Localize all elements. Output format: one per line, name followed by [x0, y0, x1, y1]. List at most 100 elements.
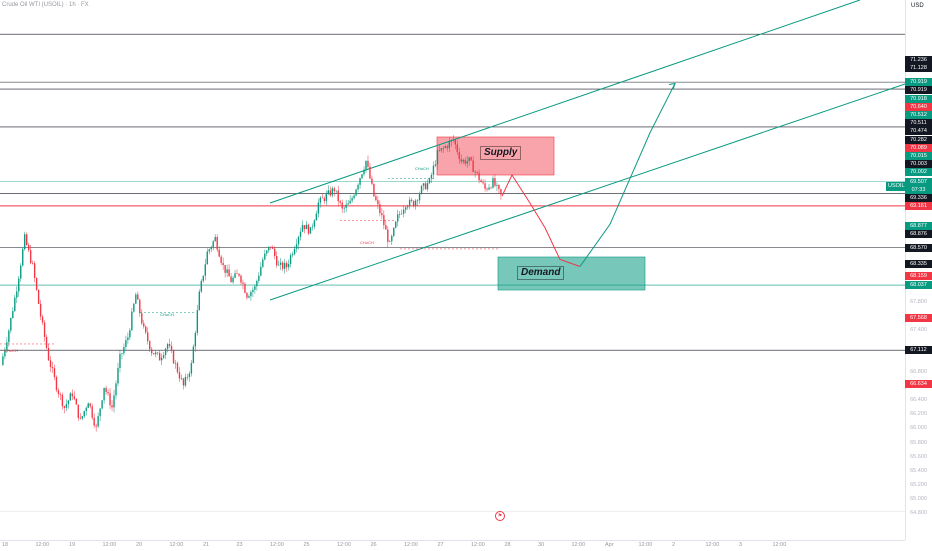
candle-body [152, 353, 155, 355]
candle-body [244, 283, 246, 293]
price-label: 66.634 [905, 379, 932, 388]
currency-label: USD [911, 3, 924, 9]
time-tick: 12:00 [337, 542, 351, 548]
chart-plot-area[interactable]: Supply Demand CHoCH CHoCH CHoCH CHoCH ⚑ [0, 0, 905, 540]
candle-body [410, 199, 413, 201]
candle-body [156, 352, 159, 354]
candle-body [399, 213, 401, 215]
candle-body [220, 256, 222, 263]
candle-body [91, 406, 93, 418]
symbol-header[interactable]: Crude Oil WTI (USOIL) · 1h · FX [2, 2, 89, 8]
candle-body [458, 152, 460, 160]
candle-body [307, 224, 310, 234]
candle-body [119, 353, 121, 368]
candle-body [228, 269, 230, 277]
candle-body [45, 336, 48, 348]
projection-up-line [579, 83, 676, 267]
candle-body [212, 241, 214, 248]
candle-body [276, 255, 278, 266]
chart-svg[interactable] [0, 0, 905, 540]
price-label: 68.159 [905, 272, 932, 281]
candle-body [325, 193, 328, 201]
choch-label-1: CHoCH [415, 166, 429, 171]
time-tick: 12:00 [270, 542, 284, 548]
candle-body [202, 275, 204, 281]
candle-body [474, 171, 476, 173]
candle-body [444, 146, 447, 148]
candle-body [422, 183, 425, 186]
candle-body [377, 200, 379, 205]
candle-body [373, 183, 375, 197]
candle-body [462, 159, 464, 162]
candle-body [238, 273, 240, 276]
candle-body [420, 185, 423, 194]
candle-body [359, 178, 361, 185]
candle-body [339, 201, 341, 203]
event-flag-icon[interactable]: ⚑ [495, 511, 505, 521]
candle-body [27, 244, 30, 251]
candle-body [95, 425, 97, 427]
price-tick: 65.000 [910, 495, 927, 502]
candle-body [428, 178, 431, 184]
time-tick: 25 [303, 542, 310, 548]
time-tick: 23 [236, 542, 243, 548]
candle-body [395, 221, 397, 228]
candle-body [105, 387, 107, 393]
price-tick: 65.600 [910, 453, 927, 460]
candle-body [486, 188, 488, 190]
candle-body [283, 263, 286, 269]
candle-body [335, 190, 337, 192]
price-label: 70.511 [905, 119, 932, 128]
price-label: 69.507 [905, 177, 932, 186]
candle-body [383, 215, 385, 226]
candle-body [385, 225, 387, 230]
time-axis[interactable] [0, 540, 905, 551]
candle-body [355, 189, 357, 196]
candle-body [468, 157, 470, 162]
candle-body [264, 253, 266, 260]
candle-body [426, 183, 429, 190]
symbol-tag: USOIL [886, 182, 907, 191]
candle-body [448, 141, 451, 149]
candle-body [412, 200, 415, 207]
candle-body [89, 403, 91, 407]
candle-body [347, 203, 349, 205]
candle-body [111, 405, 113, 408]
candle-body [234, 273, 236, 278]
candle-body [194, 332, 197, 347]
candle-body [285, 263, 288, 268]
candle-body [151, 349, 153, 354]
candle-body [22, 249, 24, 266]
candle-body [258, 275, 260, 281]
price-label: 07:33 [905, 185, 932, 194]
candle-body [480, 180, 482, 183]
price-label: 69.161 [905, 202, 932, 211]
candle-body [20, 265, 22, 279]
candle-body [281, 262, 284, 269]
candle-body [8, 330, 10, 343]
candle-body [418, 193, 421, 201]
candle-body [406, 206, 409, 208]
candle-body [141, 313, 143, 324]
candle-body [210, 247, 212, 250]
demand-zone [497, 256, 646, 291]
candle-body [24, 234, 26, 250]
candle-body [293, 248, 296, 255]
candle-body [170, 345, 173, 351]
candle-body [476, 171, 478, 173]
price-label: 68.335 [905, 260, 932, 269]
candle-body [313, 220, 316, 227]
candle-body [252, 289, 254, 292]
candle-body [397, 214, 399, 222]
candle-body [145, 326, 147, 333]
candle-body [369, 166, 371, 179]
candle-body [154, 352, 157, 355]
candle-body [18, 278, 20, 292]
candle-body [333, 188, 335, 192]
candle-body [75, 398, 78, 405]
candle-body [139, 299, 141, 314]
price-tick: 66.800 [910, 369, 927, 376]
time-tick: 12:00 [102, 542, 117, 548]
candle-body [351, 198, 353, 201]
